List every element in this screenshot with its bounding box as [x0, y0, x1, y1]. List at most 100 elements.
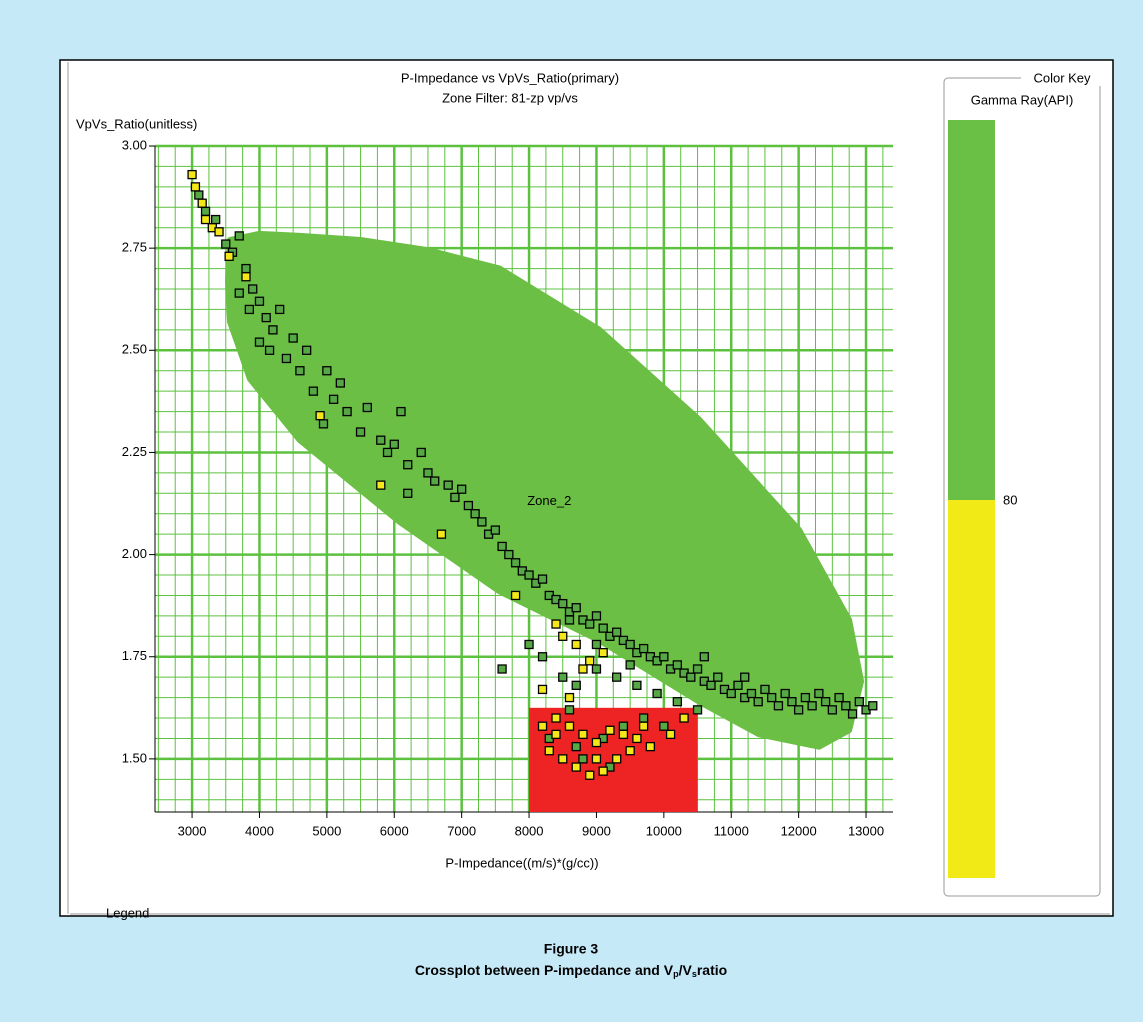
- chart-subtitle: Zone Filter: 81-zp vp/vs: [442, 90, 578, 105]
- point: [524, 570, 534, 580]
- point: [537, 652, 548, 662]
- point: [551, 713, 561, 723]
- point: [510, 558, 521, 568]
- point: [328, 394, 339, 404]
- point: [510, 590, 521, 601]
- point: [740, 672, 750, 682]
- point: [591, 664, 602, 674]
- x-tick-label: 11000: [714, 823, 749, 838]
- point: [457, 484, 467, 494]
- point: [841, 701, 851, 711]
- point: [571, 639, 581, 650]
- point: [254, 296, 265, 306]
- point: [524, 639, 534, 650]
- point: [342, 406, 352, 417]
- point: [190, 182, 201, 192]
- point: [868, 701, 878, 711]
- point: [612, 672, 622, 682]
- point: [403, 488, 413, 498]
- point: [632, 733, 642, 744]
- point: [221, 239, 231, 249]
- point: [564, 692, 575, 703]
- y-axis-label: VpVs_Ratio(unitless): [76, 116, 197, 131]
- point: [335, 378, 345, 388]
- point: [598, 766, 608, 776]
- point: [558, 631, 568, 641]
- point: [645, 741, 656, 752]
- point: [679, 713, 689, 723]
- color-key-title: Color Key: [1033, 70, 1091, 85]
- point: [733, 680, 743, 690]
- point: [463, 500, 474, 511]
- point: [551, 619, 561, 629]
- caption-text: Crossplot between P-impedance and Vp/Vsr…: [415, 962, 727, 980]
- legend-title: Legend: [106, 905, 149, 920]
- x-tick-label: 12000: [781, 823, 817, 838]
- point: [376, 435, 386, 445]
- point: [591, 611, 602, 621]
- point: [618, 729, 629, 740]
- point: [746, 688, 757, 699]
- color-bar: [948, 500, 995, 878]
- point: [264, 345, 275, 355]
- point: [430, 476, 440, 486]
- point: [632, 680, 642, 690]
- point: [301, 345, 312, 355]
- point: [214, 227, 224, 237]
- y-tick-label: 1.75: [122, 648, 147, 663]
- point: [564, 721, 575, 731]
- point: [443, 480, 453, 490]
- point: [793, 705, 804, 715]
- point: [497, 664, 507, 674]
- x-tick-label: 13000: [848, 823, 884, 838]
- zone-label: Zone_2: [527, 493, 571, 508]
- y-tick-label: 2.25: [122, 444, 147, 459]
- point: [760, 684, 770, 695]
- point: [847, 709, 858, 719]
- point: [416, 447, 426, 458]
- x-axis-label: P-Impedance((m/s)*(g/cc)): [445, 855, 598, 870]
- point: [753, 697, 763, 707]
- point: [827, 705, 837, 715]
- point: [571, 680, 581, 690]
- point: [376, 480, 386, 490]
- point: [625, 746, 635, 756]
- point: [787, 697, 797, 707]
- point: [315, 411, 325, 421]
- point: [423, 468, 433, 478]
- point: [591, 754, 602, 764]
- point: [197, 198, 207, 208]
- chart-title: P-Impedance vs VpVs_Ratio(primary): [401, 70, 619, 85]
- caption-sub: s: [692, 969, 697, 979]
- point: [362, 402, 372, 413]
- point: [268, 325, 278, 335]
- point: [692, 705, 703, 715]
- point: [490, 525, 501, 535]
- y-tick-label: 2.50: [122, 342, 147, 357]
- point: [767, 692, 777, 703]
- point: [780, 688, 790, 699]
- point: [275, 304, 285, 315]
- point: [591, 639, 602, 650]
- point: [659, 721, 669, 731]
- x-tick-label: 3000: [178, 823, 207, 838]
- point: [598, 623, 608, 633]
- point: [470, 509, 480, 519]
- x-tick-label: 8000: [515, 823, 544, 838]
- point: [403, 460, 413, 470]
- point: [713, 672, 723, 682]
- point: [638, 721, 649, 731]
- point: [504, 549, 514, 560]
- point: [807, 701, 817, 711]
- point: [234, 231, 244, 241]
- point: [261, 312, 271, 323]
- y-tick-label: 2.00: [122, 546, 147, 561]
- point: [211, 214, 221, 225]
- point: [241, 272, 251, 282]
- point: [605, 725, 615, 735]
- point: [800, 692, 811, 703]
- point: [544, 746, 554, 756]
- caption-part: /V: [679, 962, 693, 978]
- zone: [224, 230, 865, 750]
